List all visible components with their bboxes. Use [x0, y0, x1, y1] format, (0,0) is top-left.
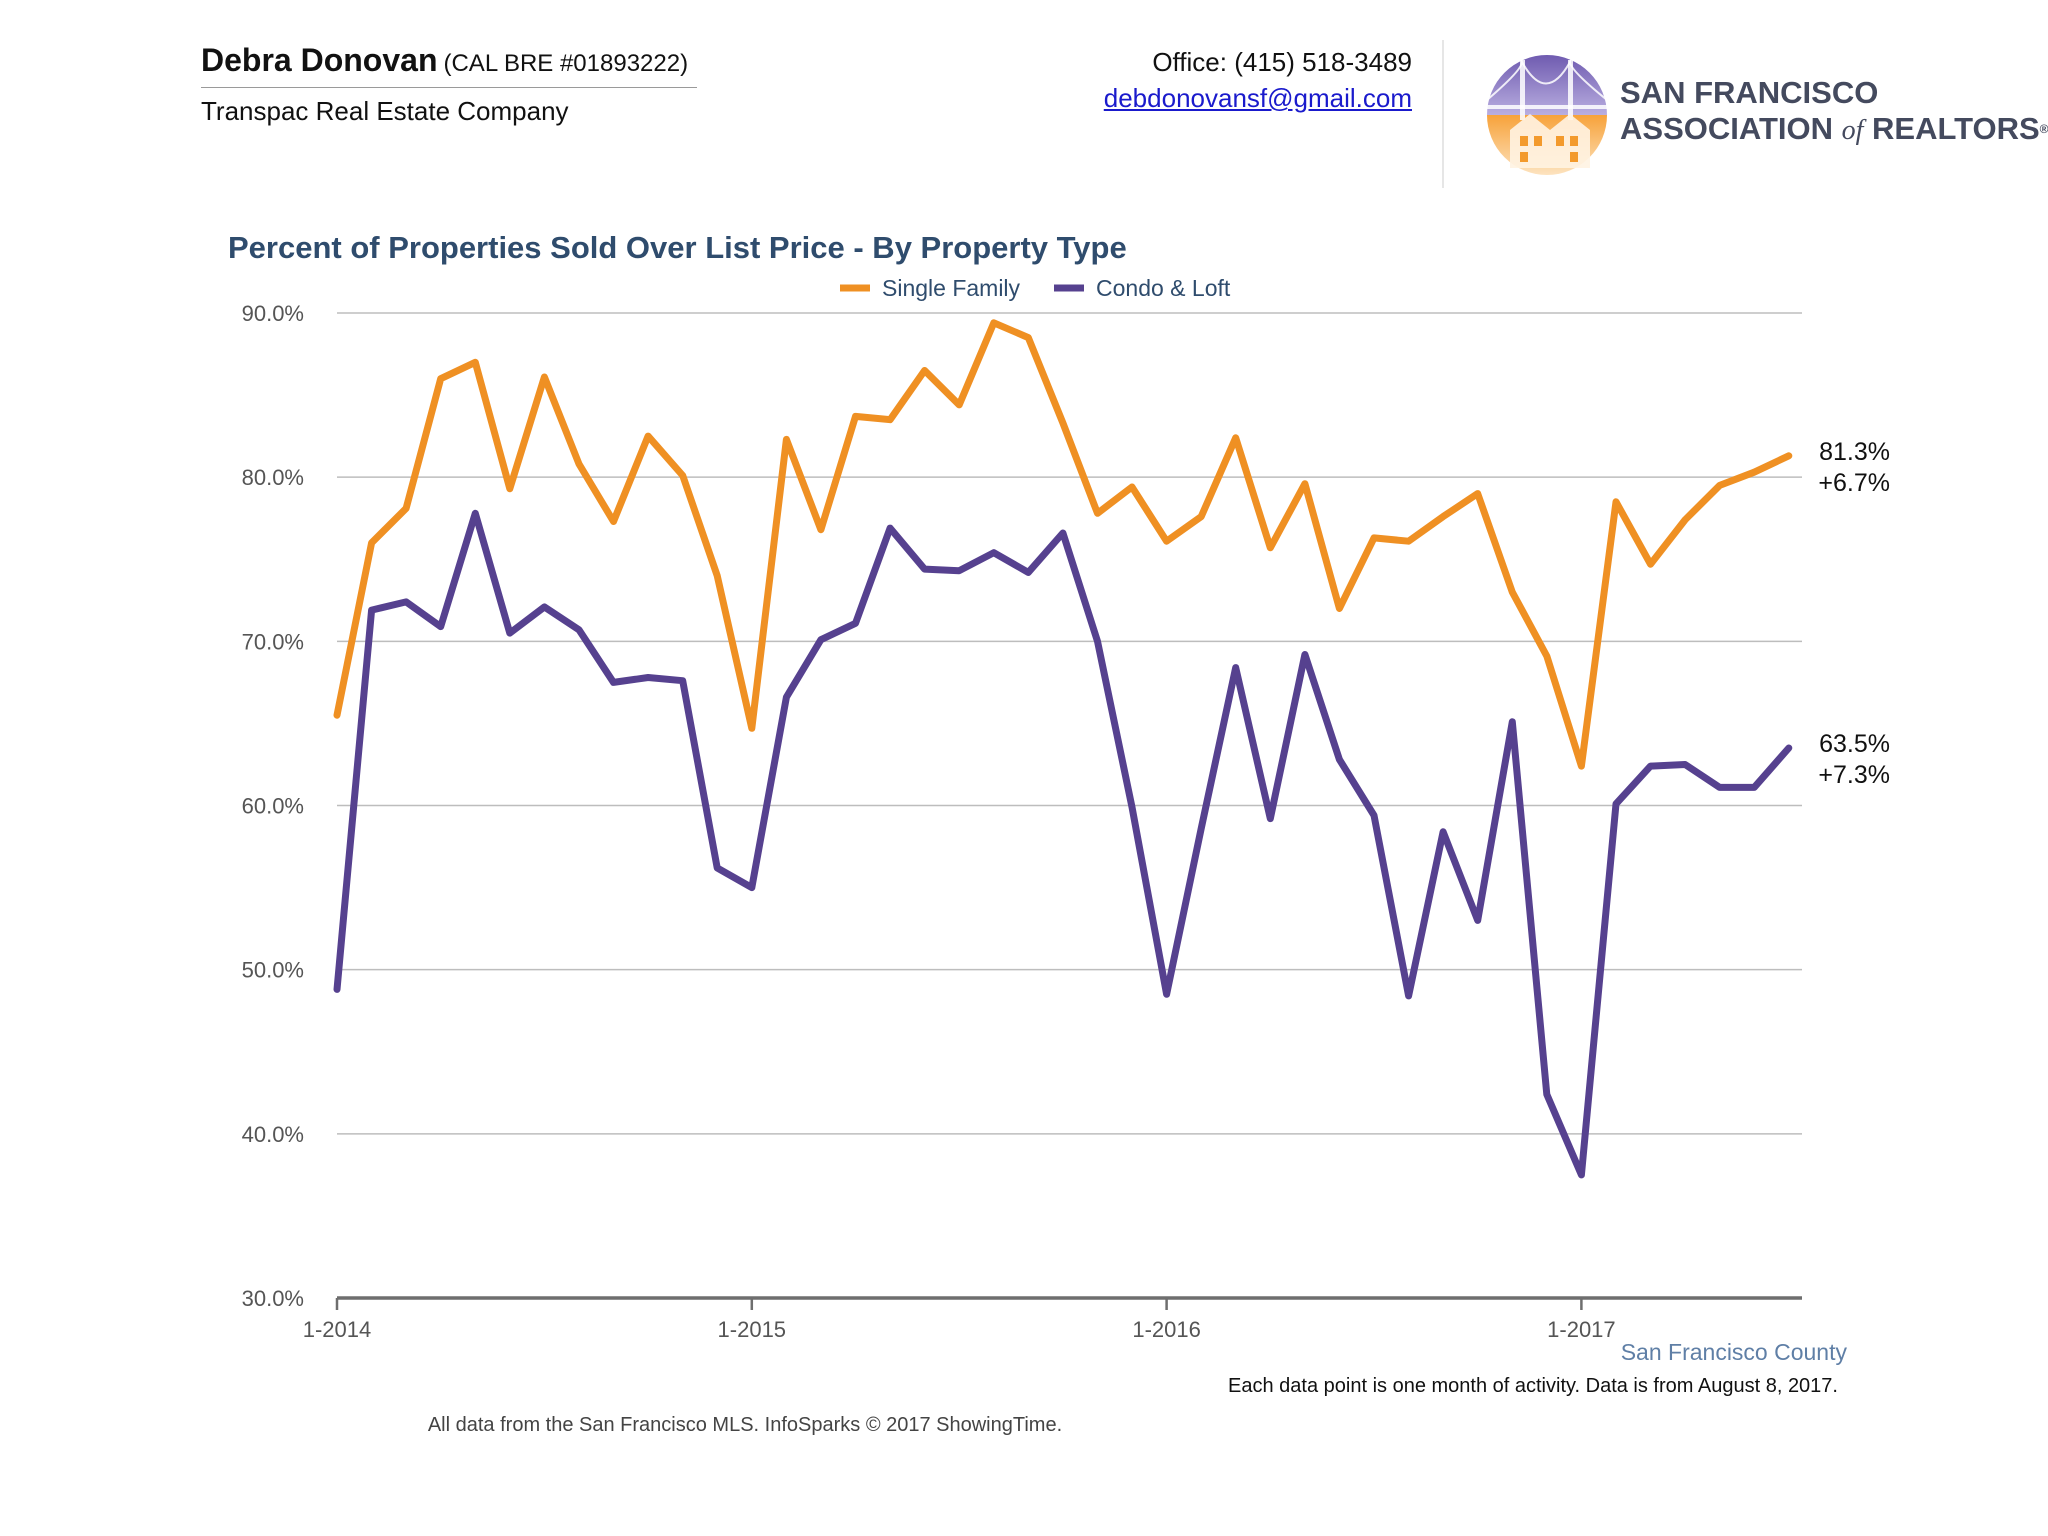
y-tick-label: 70.0%	[242, 629, 304, 654]
agent-license: (CAL BRE #01893222)	[443, 50, 689, 77]
y-tick-label: 60.0%	[242, 794, 304, 819]
email-link[interactable]: debdonovansf@gmail.com	[1103, 83, 1412, 113]
contact-block: Office: (415) 518-3489 debdonovansf@gmai…	[1104, 44, 1412, 116]
logo-registered-mark: ®	[2039, 122, 2048, 136]
grid-lines	[337, 312, 1802, 1135]
end-change-label-condo-loft: +7.3%	[1818, 761, 1890, 789]
end-value-label-condo-loft: 63.5%	[1819, 730, 1890, 758]
agent-name-line: Debra Donovan (CAL BRE #01893222)	[201, 42, 697, 79]
region-label: San Francisco County	[1620, 1339, 1847, 1365]
x-tick-label: 1-2017	[1547, 1317, 1616, 1342]
y-tick-label: 50.0%	[242, 958, 304, 983]
y-tick-label: 30.0%	[242, 1286, 304, 1311]
association-logo: SAN FRANCISCO ASSOCIATION of REALTORS®	[1482, 50, 2048, 180]
end-value-label-single-family: 81.3%	[1819, 438, 1890, 466]
x-tick-label: 1-2015	[718, 1317, 787, 1342]
end-change-label-single-family: +6.7%	[1818, 469, 1890, 497]
logo-line-2: ASSOCIATION of REALTORS®	[1620, 111, 2048, 149]
logo-text: SAN FRANCISCO ASSOCIATION of REALTORS®	[1620, 75, 2048, 149]
x-axis: 1-2014 1-2015 1-2016 1-2017	[303, 1296, 1802, 1342]
legend-label-single-family: Single Family	[882, 275, 1021, 301]
agent-name: Debra Donovan	[201, 42, 438, 78]
legend-label-condo-loft: Condo & Loft	[1096, 275, 1231, 301]
logo-word-realtors: REALTORS	[1872, 111, 2040, 146]
y-axis-ticks: 30.0% 40.0% 50.0% 60.0% 70.0% 80.0% 90.0%	[242, 301, 304, 1311]
logo-word-association: ASSOCIATION	[1620, 111, 1833, 146]
logo-word-of: of	[1841, 115, 1864, 146]
header-divider	[1442, 40, 1444, 188]
office-phone: Office: (415) 518-3489	[1152, 47, 1412, 77]
y-tick-label: 80.0%	[242, 465, 304, 490]
logo-line-1: SAN FRANCISCO	[1620, 75, 1879, 110]
agent-block: Debra Donovan (CAL BRE #01893222) Transpa…	[201, 42, 697, 127]
y-tick-label: 40.0%	[242, 1122, 304, 1147]
series-line-condo-loft	[333, 509, 1793, 1179]
chart-title: Percent of Properties Sold Over List Pri…	[228, 230, 1127, 265]
series-line-single-family	[333, 319, 1793, 770]
x-tick-label: 1-2014	[303, 1317, 372, 1342]
y-tick-label: 90.0%	[242, 301, 304, 326]
series-lines	[333, 319, 1793, 1179]
golden-gate-house-logo-icon	[1486, 55, 1608, 175]
data-note: Each data point is one month of activity…	[1228, 1375, 1838, 1397]
x-tick-label: 1-2016	[1132, 1317, 1201, 1342]
source-note: All data from the San Francisco MLS. Inf…	[427, 1414, 1063, 1436]
agent-underline	[201, 87, 697, 88]
chart-legend: Single Family Condo & Loft	[840, 275, 1231, 301]
agent-company: Transpac Real Estate Company	[201, 96, 569, 126]
series-end-labels: 81.3% +6.7% 63.5% +7.3%	[1818, 438, 1890, 789]
